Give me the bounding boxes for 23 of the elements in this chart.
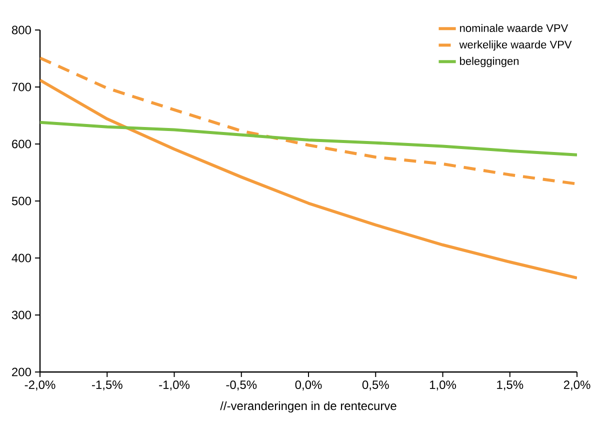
x-tick-label: 1,0% [430, 380, 456, 390]
legend-label: nominale waarde VPV [460, 24, 568, 32]
x-tick-label: 2,0% [564, 380, 590, 390]
x-tick-label: -1,5% [92, 380, 122, 390]
x-tick-label: -0,5% [226, 380, 257, 390]
line-series [40, 120, 578, 156]
y-tick-label: 300 [12, 310, 32, 320]
line-series [40, 78, 578, 280]
legend-label: beleggingen [460, 56, 519, 68]
line-series [40, 56, 578, 186]
y-tick-label: 800 [12, 26, 32, 34]
y-tick-label: 500 [12, 196, 32, 206]
y-tick-label: 700 [12, 82, 32, 92]
x-tick-label: 0,5% [362, 380, 389, 390]
legend-label: werkelijke waarde VPV [459, 40, 572, 51]
y-tick-label: 200 [12, 368, 32, 376]
x-tick-label: -1,0% [159, 380, 190, 390]
x-axis-title: //-veranderingen in de rentecurve [220, 401, 396, 413]
x-tick-label: 1,5% [497, 380, 524, 390]
y-tick-label: 600 [12, 140, 32, 148]
y-tick-label: 400 [12, 254, 32, 262]
x-tick-label: -2,0% [24, 380, 56, 390]
x-tick-label: 0,0% [295, 380, 322, 390]
